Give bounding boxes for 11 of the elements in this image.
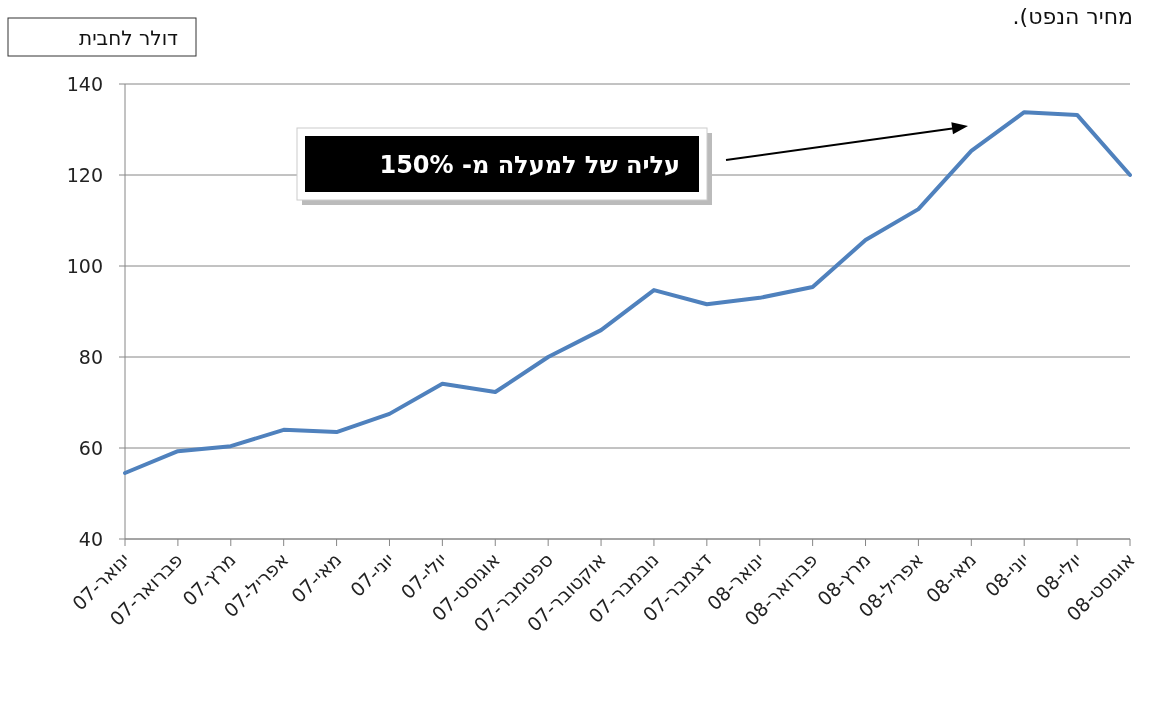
y-tick-label: 80: [78, 346, 103, 368]
y-axis-title: דולר לחבית: [79, 26, 179, 50]
y-tick-label: 40: [78, 528, 103, 550]
x-tick-label: יוני-08: [980, 548, 1034, 601]
y-tick-label: 120: [66, 164, 103, 186]
y-tick-label: 140: [66, 73, 103, 95]
y-tick-label: 60: [78, 437, 103, 459]
x-tick-label: יוני-07: [345, 548, 399, 601]
text: מחיר הנפט).: [1012, 4, 1133, 29]
annotation: עליה של למעלה מ- 150%: [379, 151, 680, 179]
y-tick-label: 100: [66, 255, 103, 277]
